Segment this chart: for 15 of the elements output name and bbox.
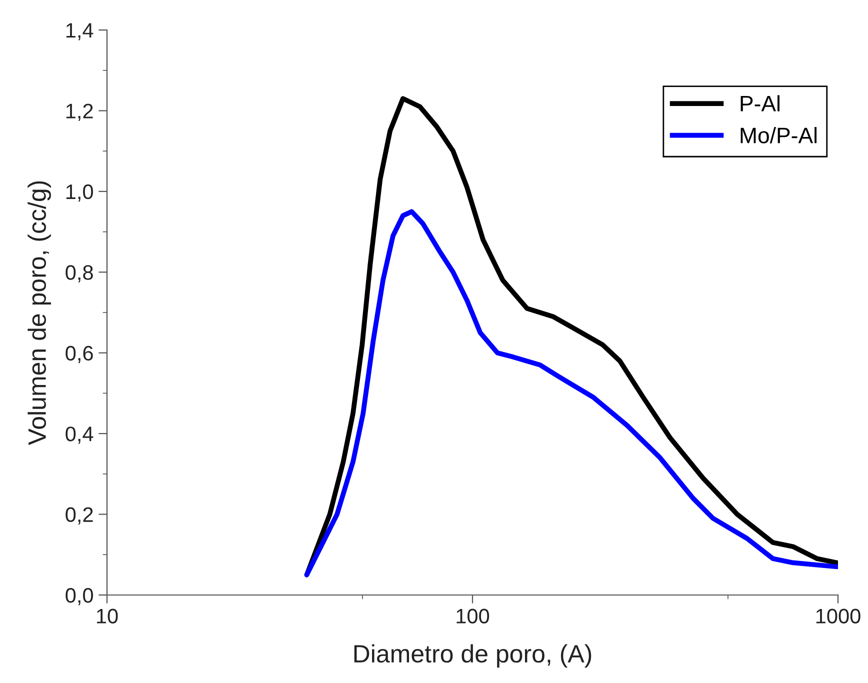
- y-axis-title: Volumen de poro, (cc/g): [28, 181, 51, 446]
- y-tick-label: 1,4: [66, 23, 94, 40]
- x-axis-title: Diametro de poro, (A): [354, 644, 592, 668]
- y-tick-label: 0,4: [66, 426, 94, 444]
- x-tick-label: 10: [97, 608, 118, 624]
- y-tick-label: 1,0: [66, 184, 93, 202]
- y-tick-label: 0,2: [66, 507, 93, 524]
- legend-label: P-Al: [740, 95, 780, 112]
- y-tick-label: 0,6: [66, 346, 93, 364]
- x-tick-label: 1000: [816, 608, 860, 624]
- y-tick-label: 1,2: [66, 104, 93, 121]
- y-tick-label: 0,0: [66, 588, 93, 606]
- legend-label: Mo/P-Al: [740, 127, 817, 144]
- y-tick-label: 0,8: [66, 265, 93, 282]
- x-tick-label: 100: [456, 608, 490, 624]
